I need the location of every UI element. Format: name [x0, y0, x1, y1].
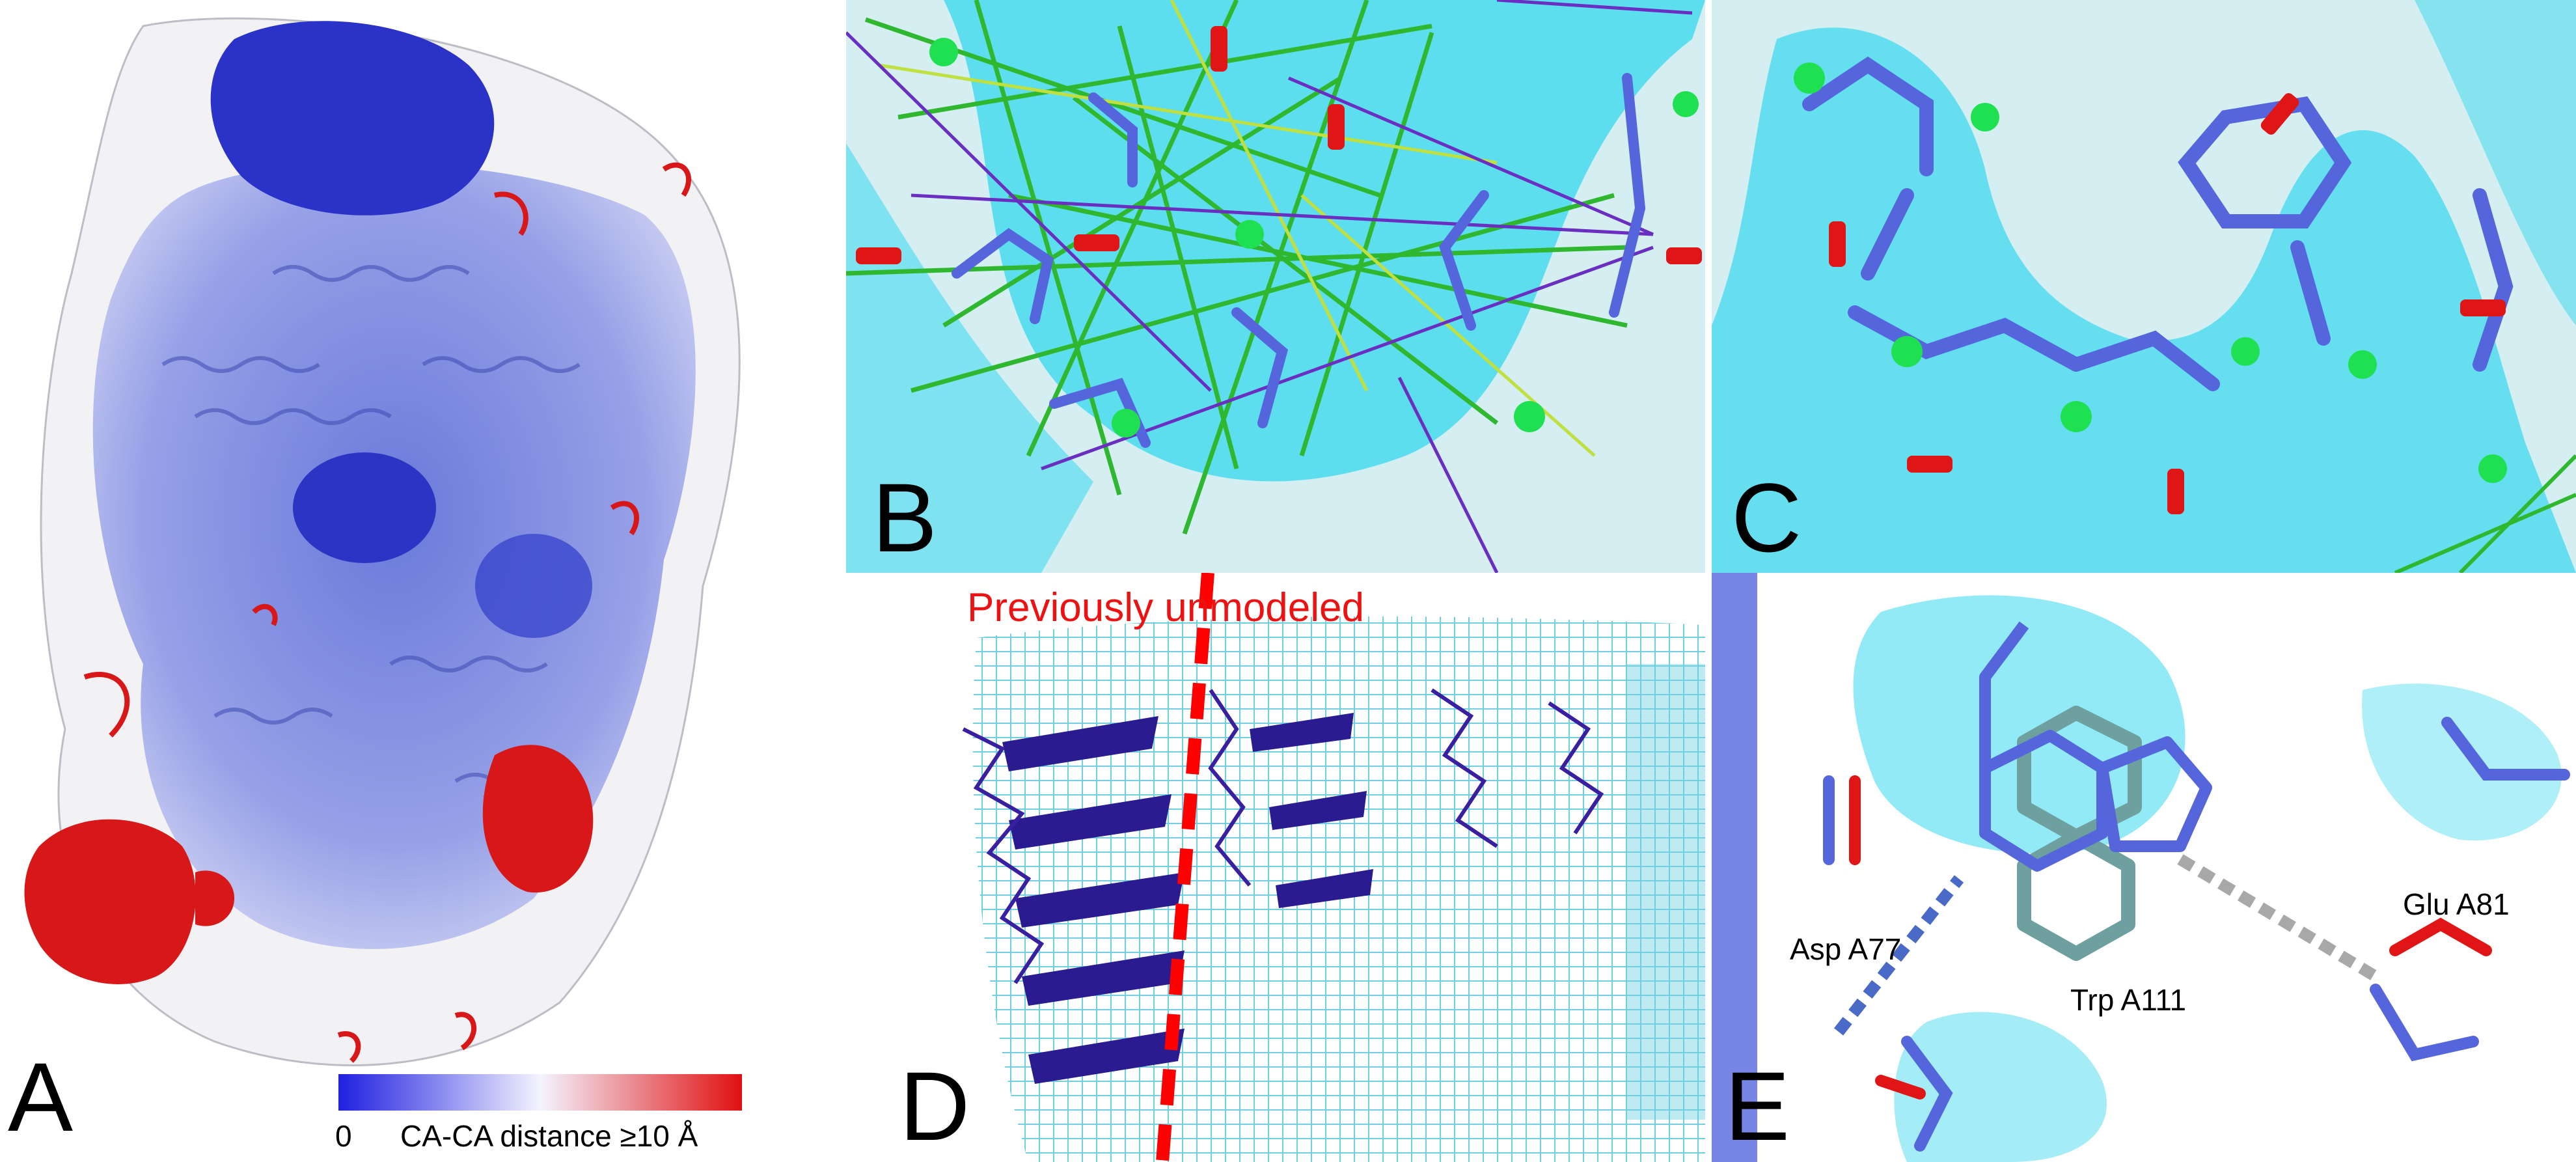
panel-a: A 0 CA-CA distance ≥10 Å	[0, 0, 833, 1162]
previously-unmodeled-annotation: Previously unmodeled	[967, 585, 1365, 630]
panel-b-view	[846, 0, 1705, 573]
panel-b: B	[846, 0, 1705, 573]
residue-label-glu: Glu A81	[2403, 887, 2510, 921]
panel-e: Asp A77 Trp A111 Glu A81 E	[1712, 573, 2576, 1162]
central-core	[293, 452, 436, 563]
residue-label-trp: Trp A111	[2070, 983, 2187, 1017]
hbond-asp-trp	[1833, 875, 1964, 1036]
panel-b-label: B	[872, 463, 938, 572]
red-region-right	[482, 745, 594, 893]
side-core	[475, 534, 592, 638]
panel-d-view	[962, 573, 1705, 1162]
panel-e-view	[1712, 573, 2570, 1162]
panel-c-label: C	[1731, 463, 1802, 572]
colorbar	[338, 1074, 742, 1111]
panel-d-label: D	[899, 1051, 970, 1161]
colorbar-min-label: 0	[335, 1119, 352, 1153]
panel-e-label: E	[1725, 1051, 1790, 1161]
top-subunit	[210, 21, 495, 215]
panel-a-label: A	[8, 1042, 74, 1152]
unmodeled-boundary-line	[1156, 573, 1214, 1162]
panel-a-structure	[24, 17, 741, 1066]
hbond-glu-trp	[2177, 854, 2379, 982]
panel-c-view	[1712, 0, 2576, 573]
colorbar-max-label: CA-CA distance ≥10 Å	[400, 1119, 698, 1153]
panel-c: C	[1712, 0, 2576, 573]
residue-label-asp: Asp A77	[1790, 932, 1902, 966]
red-region-bottom-left	[24, 819, 196, 984]
panel-d: Previously unmodeled D	[846, 573, 1705, 1162]
